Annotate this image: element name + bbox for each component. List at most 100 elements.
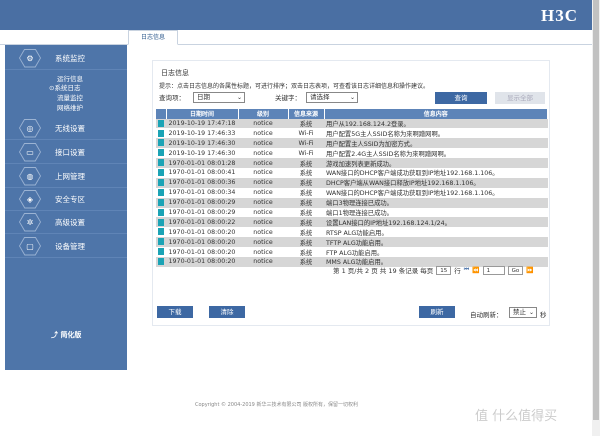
clear-button[interactable]: 清除 bbox=[209, 306, 245, 318]
query-select[interactable]: 日期 ⌄ bbox=[193, 92, 245, 103]
cell-level: notice bbox=[238, 237, 288, 248]
cell-datetime: 1970-01-01 08:00:20 bbox=[166, 237, 238, 248]
shield-icon: ◈ bbox=[19, 189, 41, 209]
table-row[interactable]: 1970-01-01 08:00:20 notice 系统 TFTP ALG功能启用。 bbox=[156, 237, 548, 248]
cell-content: 用户配置主人SSID为加密方式。 bbox=[324, 138, 548, 149]
table-row[interactable]: 1970-01-01 08:00:22 notice 系统 设置LAN接口的IP地址1… bbox=[156, 217, 548, 228]
first-page-icon[interactable]: ⏮ bbox=[463, 266, 470, 273]
sidebar-item-device[interactable]: ▢ 设备管理 bbox=[5, 235, 127, 258]
cell-datetime: 1970-01-01 08:00:29 bbox=[168, 208, 236, 216]
pagination: 第 1 页/共 2 页 共 19 条记录 每页 15 行 ⏮ ⏪ 1 Go ⏩ bbox=[333, 265, 534, 275]
cell-content: FTP ALG功能启用。 bbox=[326, 249, 384, 257]
cell-source: 系统 bbox=[288, 217, 324, 228]
auto-refresh-select[interactable]: 禁止 ⌄ bbox=[509, 307, 537, 318]
info-icon bbox=[158, 228, 164, 236]
table-row[interactable]: 1970-01-01 08:00:29 notice 系统 端口1物理连接已成功。 bbox=[156, 208, 548, 218]
sidebar-sub-network[interactable]: 网络维护 bbox=[57, 104, 83, 112]
show-all-button[interactable]: 显示全部 bbox=[495, 92, 545, 104]
chevron-down-icon: ⌄ bbox=[349, 94, 355, 101]
info-icon bbox=[158, 208, 164, 216]
query-label: 查询项： bbox=[159, 94, 185, 102]
table-row[interactable]: 1970-01-01 08:00:20 notice 系统 FTP ALG功能启用。 bbox=[156, 247, 548, 257]
table-row[interactable]: 2019-10-19 17:46:30 notice Wi-Fi 用户配置主人SSID… bbox=[156, 138, 548, 149]
sidebar-sub-syslog[interactable]: ⊙系统日志 bbox=[49, 84, 81, 92]
table-row[interactable]: 1970-01-01 08:01:28 notice 系统 游戏加速列表更新成功。 bbox=[156, 158, 548, 168]
cell-source: 系统 bbox=[299, 170, 313, 178]
cell-content: MMS ALG功能启用。 bbox=[324, 256, 548, 267]
info-icon bbox=[158, 218, 164, 226]
next-page-icon[interactable]: ⏩ bbox=[526, 266, 534, 274]
cell-datetime: 1970-01-01 08:00:41 bbox=[168, 169, 236, 177]
info-icon bbox=[158, 238, 164, 246]
go-button[interactable]: Go bbox=[507, 265, 524, 275]
cell-level: notice bbox=[253, 208, 273, 216]
sidebar-item-advanced[interactable]: ✲ 高级设置 bbox=[5, 211, 127, 234]
cell-level: notice bbox=[253, 149, 273, 157]
cell-level: notice bbox=[238, 177, 288, 188]
monitor-icon: ⚙ bbox=[19, 48, 41, 68]
h3c-logo: H3C bbox=[541, 6, 578, 25]
sidebar-sub-run-info[interactable]: 运行信息 bbox=[57, 75, 83, 83]
col-source[interactable]: 信息来源 bbox=[288, 109, 325, 119]
cell-level: notice bbox=[253, 189, 273, 197]
table-row[interactable]: 2019-10-19 17:47:18 notice 系统 用户从192.168.12… bbox=[156, 118, 548, 129]
cell-content: 设置LAN接口的IP地址192.168.124.1/24。 bbox=[324, 217, 548, 228]
interface-icon: ▭ bbox=[19, 142, 41, 162]
log-panel: 日志信息 提示：点击日志信息的各属性标题，可进行排序；双击日志表项，可查看该日志… bbox=[152, 60, 550, 326]
cell-datetime: 1970-01-01 08:00:22 bbox=[166, 217, 238, 228]
table-row[interactable]: 1970-01-01 08:00:36 notice 系统 DHCP客户端从WAN接口… bbox=[156, 177, 548, 188]
col-level[interactable]: 级别 bbox=[238, 109, 289, 119]
cell-source: Wi-Fi bbox=[288, 138, 324, 149]
table-row[interactable]: 2019-10-19 17:46:33 notice Wi-Fi 用户配置5G主人SS… bbox=[156, 128, 548, 138]
prev-page-icon[interactable]: ⏪ bbox=[472, 266, 480, 274]
internet-icon: ◍ bbox=[19, 166, 41, 186]
device-icon: ▢ bbox=[19, 236, 41, 256]
cell-source: 系统 bbox=[299, 209, 313, 217]
info-icon bbox=[158, 258, 164, 266]
cell-datetime: 1970-01-01 08:00:34 bbox=[168, 189, 236, 197]
sidebar-item-wireless[interactable]: ◎ 无线设置 bbox=[5, 117, 127, 140]
refresh-button[interactable]: 刷新 bbox=[419, 306, 455, 318]
cell-source: Wi-Fi bbox=[298, 129, 314, 137]
scrollbar-thumb[interactable] bbox=[593, 0, 599, 420]
cell-content: TFTP ALG功能启用。 bbox=[324, 237, 548, 248]
table-row[interactable]: 1970-01-01 08:00:34 notice 系统 WAN接口的DHCP客户端… bbox=[156, 188, 548, 198]
col-content[interactable]: 信息内容 bbox=[324, 109, 548, 119]
table-row[interactable]: 1970-01-01 08:00:20 notice 系统 MMS ALG功能启用。 bbox=[156, 256, 548, 267]
table-row[interactable]: 2019-10-19 17:46:30 notice Wi-Fi 用户配置2.4G主人… bbox=[156, 148, 548, 158]
panel-title: 日志信息 bbox=[161, 69, 189, 77]
info-icon bbox=[158, 198, 164, 206]
table-row[interactable]: 1970-01-01 08:00:41 notice 系统 WAN接口的DHCP客户端… bbox=[156, 168, 548, 178]
tab-log-info[interactable]: 日志信息 bbox=[128, 30, 178, 45]
cell-content: RTSP ALG功能启用。 bbox=[326, 229, 388, 237]
cell-content: 端口1物理连接已成功。 bbox=[326, 209, 393, 217]
sidebar-item-monitor[interactable]: ⚙ 系统监控 bbox=[5, 47, 127, 70]
info-icon bbox=[158, 248, 164, 256]
sidebar-item-interface[interactable]: ▭ 接口设置 bbox=[5, 141, 127, 164]
cell-datetime: 1970-01-01 08:00:20 bbox=[166, 256, 238, 267]
table-row[interactable]: 1970-01-01 08:00:20 notice 系统 RTSP ALG功能启用。 bbox=[156, 227, 548, 237]
page-input[interactable]: 1 bbox=[482, 265, 505, 275]
chevron-down-icon: ⌄ bbox=[528, 309, 534, 316]
cell-level: notice bbox=[253, 248, 273, 256]
per-page-input[interactable]: 15 bbox=[436, 265, 452, 275]
log-table: 日期时间 级别 信息来源 信息内容 2019-10-19 17:47:18 not… bbox=[156, 109, 548, 267]
col-datetime[interactable]: 日期时间 bbox=[166, 109, 239, 119]
download-button[interactable]: 下载 bbox=[157, 306, 193, 318]
wireless-icon: ◎ bbox=[19, 118, 41, 138]
copyright: Copyright © 2004-2019 新华三技术有限公司 版权所有，保留一… bbox=[195, 402, 359, 408]
info-icon bbox=[158, 129, 164, 137]
cell-datetime: 2019-10-19 17:46:30 bbox=[168, 149, 236, 157]
seconds-label: 秒 bbox=[540, 311, 547, 319]
chevron-down-icon: ⌄ bbox=[236, 94, 242, 101]
info-icon bbox=[158, 149, 164, 157]
simple-mode-link[interactable]: ⤴ 简化版 bbox=[51, 331, 82, 339]
sidebar-item-internet[interactable]: ◍ 上网管理 bbox=[5, 165, 127, 188]
table-row[interactable]: 1970-01-01 08:00:29 notice 系统 端口3物理连接已成功。 bbox=[156, 197, 548, 208]
search-button[interactable]: 查询 bbox=[435, 92, 487, 104]
keyword-select[interactable]: 请选择 ⌄ bbox=[306, 92, 358, 103]
sidebar-item-security[interactable]: ◈ 安全专区 bbox=[5, 188, 127, 211]
cell-content: DHCP客户端从WAN接口释放IP地址192.168.1.106。 bbox=[324, 177, 548, 188]
cell-level: notice bbox=[238, 197, 288, 208]
sidebar-sub-traffic[interactable]: 流量监控 bbox=[57, 94, 83, 102]
